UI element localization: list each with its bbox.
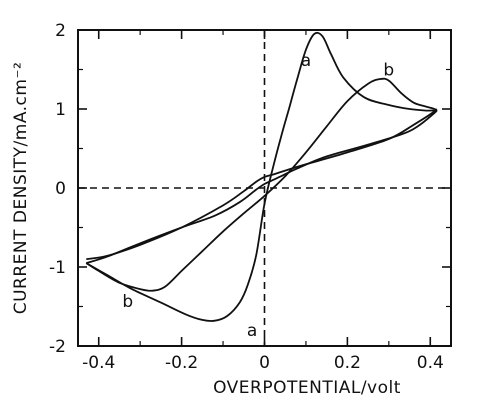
x-tick-label: -0.2: [165, 353, 198, 373]
curve-label-a: a: [247, 321, 257, 341]
curve-label-b: b: [383, 61, 394, 81]
x-tick-label: 0: [259, 353, 270, 373]
y-tick-label: 0: [55, 179, 66, 199]
y-tick-label: -2: [49, 337, 66, 357]
y-tick-label: 2: [55, 21, 66, 41]
curve-label-a: a: [301, 51, 311, 71]
curve-label-b: b: [122, 292, 133, 312]
y-axis-title: CURRENT DENSITY/mA.cm⁻²: [11, 62, 31, 315]
x-tick-label: -0.4: [82, 353, 115, 373]
x-tick-label: 0.2: [334, 353, 361, 373]
x-axis-title: OVERPOTENTIAL/volt: [213, 378, 401, 398]
y-tick-label: 1: [55, 100, 66, 120]
x-tick-label: 0.4: [417, 353, 444, 373]
curve-b: [85, 77, 438, 292]
y-tick-label: -1: [49, 258, 66, 278]
curve-a: [85, 31, 438, 322]
